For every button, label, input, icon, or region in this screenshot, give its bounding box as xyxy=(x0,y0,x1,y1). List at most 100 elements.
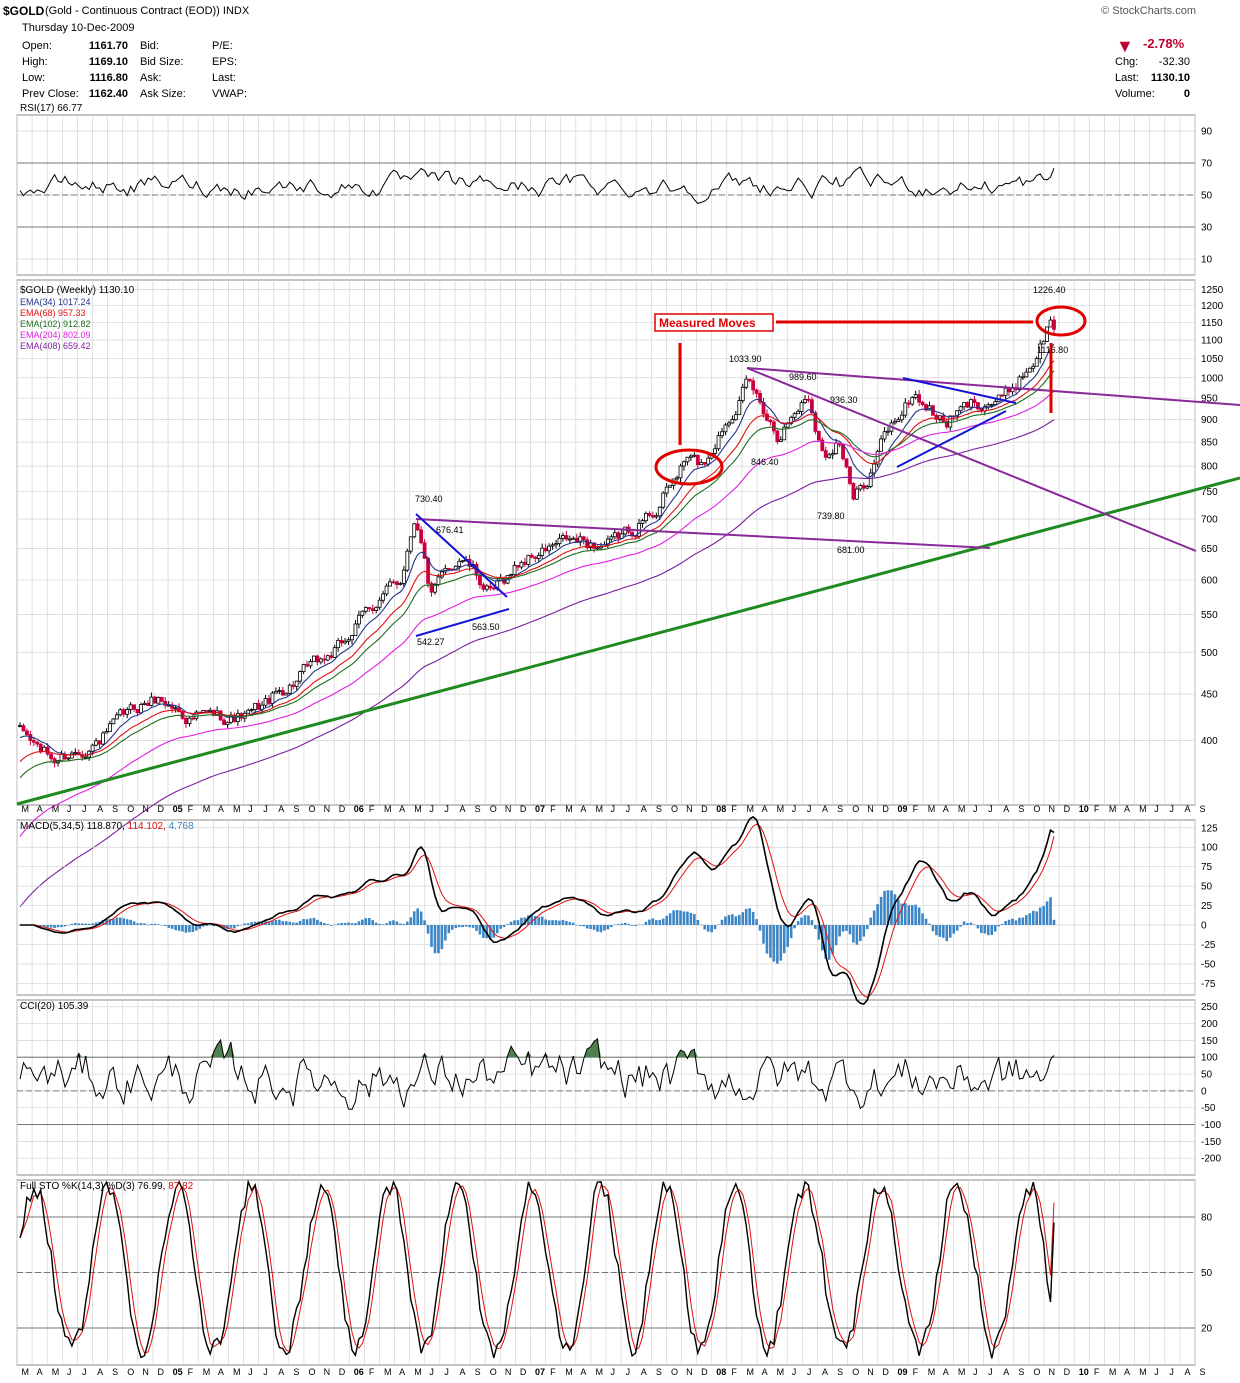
candle-body xyxy=(540,547,545,556)
macd-hist-bar xyxy=(648,919,651,925)
macd-hist-bar xyxy=(613,924,617,926)
price-label: 676.41 xyxy=(436,525,464,535)
macd-hist-bar xyxy=(333,924,336,926)
date-axis-label: A xyxy=(37,1367,43,1377)
candle-body xyxy=(723,424,728,433)
date-axis-label: D xyxy=(157,1367,164,1377)
candle-body xyxy=(118,709,123,716)
candle-body xyxy=(384,585,389,595)
macd-hist-bar xyxy=(661,918,665,925)
candle-body xyxy=(699,462,704,466)
date-axis-label: S xyxy=(293,804,299,814)
macd-hist-bar xyxy=(170,925,174,929)
candle-body xyxy=(184,717,188,725)
candle-body xyxy=(339,640,344,644)
date-axis-label: F xyxy=(188,804,194,814)
price-label: 936.30 xyxy=(830,395,858,405)
date-axis-label: M xyxy=(1109,1367,1117,1377)
candle-body xyxy=(246,709,251,714)
macd-hist-bar xyxy=(831,925,834,955)
candle-body xyxy=(533,556,538,559)
date-axis-label: D xyxy=(520,1367,527,1377)
macd-hist-bar xyxy=(976,925,980,929)
candle-body xyxy=(481,584,486,590)
macd-hist-bar xyxy=(616,924,620,925)
macd-hist-bar xyxy=(1042,905,1045,925)
macd-hist-bar xyxy=(118,917,122,925)
candle-body xyxy=(1000,394,1005,397)
macd-hist-bar xyxy=(793,925,796,929)
candle-body xyxy=(69,752,74,759)
macd-hist-bar xyxy=(447,925,451,934)
date-axis-label: J xyxy=(973,804,978,814)
date-axis-label: S xyxy=(1200,804,1206,814)
date-axis-label: M xyxy=(958,804,966,814)
macd-hist-bar xyxy=(959,925,962,927)
candle-body xyxy=(830,453,835,456)
candle-body xyxy=(1007,387,1011,393)
macd-hist-bar xyxy=(738,914,741,925)
blue-flag-bottom xyxy=(415,608,510,637)
candle-body xyxy=(412,523,417,538)
candle-body xyxy=(263,697,268,706)
candle-body xyxy=(1041,340,1046,345)
macd-hist-bar xyxy=(855,925,859,945)
candle-body xyxy=(695,454,700,466)
date-axis-label: A xyxy=(218,1367,224,1377)
candle-body xyxy=(730,419,735,424)
candle-body xyxy=(657,506,662,517)
candle-body xyxy=(899,414,904,421)
macd-hist-bar xyxy=(727,914,731,925)
candle-body xyxy=(519,561,524,568)
candle-body xyxy=(516,565,520,568)
macd-hist-bar xyxy=(675,910,679,925)
date-axis-label: O xyxy=(852,1367,859,1377)
date-axis-label: N xyxy=(324,804,331,814)
candle-body xyxy=(993,401,998,405)
candle-body xyxy=(976,402,980,410)
macd-hist-bar xyxy=(641,924,644,926)
cci-axis-tick: 200 xyxy=(1201,1019,1218,1030)
macd-hist-bar xyxy=(319,921,323,925)
candle-body xyxy=(260,704,264,710)
candle-body xyxy=(38,743,43,752)
candle-body xyxy=(363,607,368,612)
macd-hist-bar xyxy=(364,918,368,925)
macd-hist-bar xyxy=(91,923,94,925)
macd-hist-bar xyxy=(585,925,589,929)
candle-body xyxy=(678,465,683,479)
macd-hist-bar xyxy=(1014,920,1018,925)
candle-body xyxy=(422,542,427,559)
macd-hist-bar xyxy=(782,925,786,954)
price-label: 846.40 xyxy=(751,457,779,467)
macd-hist-bar xyxy=(928,923,931,925)
candle-body xyxy=(159,696,164,702)
macd-hist-bar xyxy=(1049,897,1052,925)
candle-body xyxy=(934,414,939,420)
candle-body xyxy=(446,567,451,570)
candle-body xyxy=(277,690,282,692)
date-axis-label: J xyxy=(1169,1367,1174,1377)
macd-hist-bar xyxy=(153,923,157,925)
candle-body xyxy=(267,697,271,704)
macd-hist-bar xyxy=(53,925,56,928)
price-axis-tick: 600 xyxy=(1201,576,1218,587)
date-axis-label: M xyxy=(746,1367,754,1377)
macd-hist-bar xyxy=(841,925,845,932)
macd-hist-bar xyxy=(329,925,333,926)
date-axis-label: J xyxy=(248,804,253,814)
candle-body xyxy=(547,545,552,552)
price-axis-tick: 1050 xyxy=(1201,354,1224,365)
macd-hist-bar xyxy=(717,924,720,925)
macd-hist-bar xyxy=(184,925,188,933)
candle-body xyxy=(274,690,278,694)
candle-body xyxy=(284,692,289,696)
macd-hist-bar xyxy=(416,908,419,925)
macd-signal-line xyxy=(20,823,1055,998)
candle-body xyxy=(848,466,852,484)
candle-body xyxy=(775,430,780,442)
macd-hist-bar xyxy=(67,925,70,926)
candle-body xyxy=(367,607,372,610)
candle-body xyxy=(771,421,776,432)
candle-body xyxy=(280,690,285,696)
